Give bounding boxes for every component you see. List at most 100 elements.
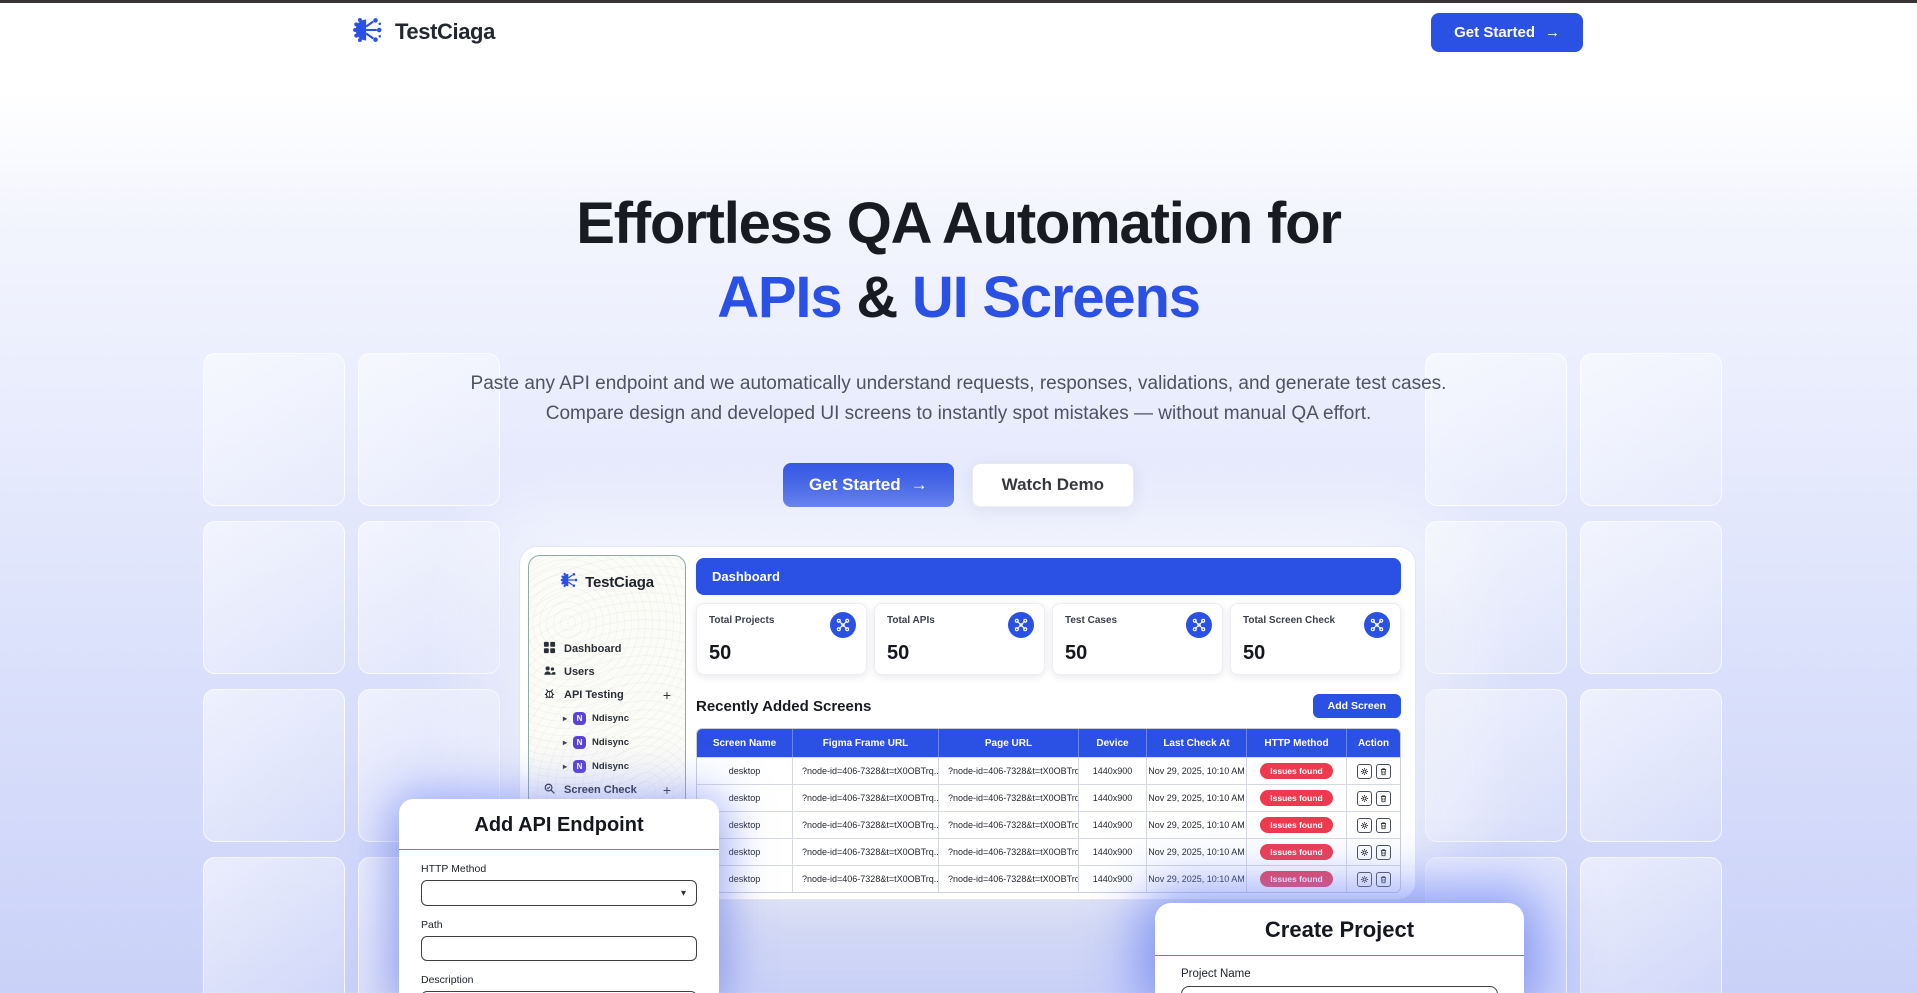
bg-tile [1425,689,1567,842]
add-api-project-button[interactable]: + [662,686,671,703]
trash-icon [1380,875,1386,883]
watch-demo-button[interactable]: Watch Demo [971,463,1134,508]
cell-device: 1440x900 [1079,865,1147,892]
project-badge: N [573,711,587,725]
cell-http-method: Issues found [1247,757,1347,784]
navbar: TestCiaga Get Started → [0,3,1917,61]
stats-row: Total Projects 50 Total APIs 50 Test Cas [696,603,1401,675]
settings-button[interactable] [1356,871,1372,887]
divider [399,849,719,850]
delete-button[interactable] [1375,763,1391,779]
hero-title: Effortless QA Automation for APIs & UI S… [0,187,1917,335]
caret-right-icon: ▸ [563,761,568,771]
screens-section-header: Recently Added Screens Add Screen [696,694,1401,718]
project-name: Ndisync [592,736,629,748]
delete-button[interactable] [1375,790,1391,806]
navbar-brand[interactable]: TestCiaga [352,13,495,52]
stat-label: Total Screen Check [1243,615,1336,626]
issues-found-badge: Issues found [1260,871,1333,887]
sidebar-item-dashboard[interactable]: Dashboard [539,637,675,660]
cell-http-method: Issues found [1247,838,1347,865]
network-nodes-icon [1186,612,1212,638]
cell-last-check-at: Nov 29, 2025, 10:10 AM [1147,757,1247,784]
dashboard-brand: TestCiaga [539,570,675,595]
sidebar-item-api-testing[interactable]: API Testing + [539,683,675,706]
table-column-header: Last Check At [1147,729,1247,757]
create-project-modal: Create Project Project Name [1155,903,1524,993]
table-row: desktop ?node-id=406-7328&t=tX0OBTrq... … [697,865,1400,892]
stat-value: 50 [1065,642,1088,664]
add-screen-check-button[interactable]: + [662,781,671,798]
stat-card: Test Cases 50 [1052,603,1223,675]
delete-button[interactable] [1375,817,1391,833]
cell-page-url: ?node-id=406-7328&t=tX0OBTrq... [939,811,1079,838]
hero-get-started-button[interactable]: Get Started → [783,463,954,508]
hero-title-line1: Effortless QA Automation for [576,191,1342,256]
cell-last-check-at: Nov 29, 2025, 10:10 AM [1147,865,1247,892]
bg-tile [1580,857,1722,993]
stat-label: Total Projects [709,615,775,626]
table-row: desktop ?node-id=406-7328&t=tX0OBTrq... … [697,811,1400,838]
cell-http-method: Issues found [1247,784,1347,811]
caret-right-icon: ▸ [563,737,568,747]
issues-found-badge: Issues found [1260,763,1333,779]
settings-button[interactable] [1356,763,1372,779]
sidebar-project-item[interactable]: ▸ N Ndisync [539,706,675,730]
table-row: desktop ?node-id=406-7328&t=tX0OBTrq... … [697,757,1400,784]
issues-found-badge: Issues found [1260,817,1333,833]
nav-get-started-button[interactable]: Get Started → [1431,12,1583,52]
gear-icon [1360,794,1368,802]
trash-icon [1380,767,1386,775]
bg-tile [358,353,500,506]
stat-card: Total Screen Check 50 [1230,603,1401,675]
http-method-select[interactable]: ▾ [421,880,697,906]
sidebar-item-users[interactable]: Users [539,660,675,683]
sidebar-item-screen-check[interactable]: Screen Check + [539,778,675,801]
stat-value: 50 [1243,642,1266,664]
project-name: Ndisync [592,712,629,724]
cell-http-method: Issues found [1247,865,1347,892]
network-nodes-icon [1008,612,1034,638]
sidebar-project-item[interactable]: ▸ N Ndisync [539,754,675,778]
project-badge: N [573,759,587,773]
delete-button[interactable] [1375,844,1391,860]
screens-table: Screen Name Figma Frame URL Page URL Device… [696,728,1401,893]
settings-button[interactable] [1356,817,1372,833]
cell-last-check-at: Nov 29, 2025, 10:10 AM [1147,784,1247,811]
bg-tile [203,521,345,674]
table-column-header: Page URL [939,729,1079,757]
bg-tile [1580,353,1722,506]
screens-section-title: Recently Added Screens [696,697,872,715]
path-input[interactable] [421,936,697,961]
trash-icon [1380,794,1386,802]
project-name-input[interactable] [1181,986,1498,993]
cell-figma-frame-url: ?node-id=406-7328&t=tX0OBTrq... [793,784,939,811]
bg-tile [358,521,500,674]
dashboard-main: Dashboard Total Projects 50 Total APIs 5… [696,558,1401,893]
cell-device: 1440x900 [1079,811,1147,838]
brand-name: TestCiaga [395,19,495,44]
gear-icon [1360,875,1368,883]
settings-button[interactable] [1356,844,1372,860]
delete-button[interactable] [1375,871,1391,887]
settings-button[interactable] [1356,790,1372,806]
divider [1155,955,1524,956]
arrow-right-icon: → [1545,23,1560,41]
network-nodes-icon [1364,612,1390,638]
hero-cta-row: Get Started → Watch Demo [0,463,1917,508]
issues-found-badge: Issues found [1260,790,1333,806]
brand-logo-icon [352,13,386,52]
table-column-header: Device [1079,729,1147,757]
sidebar-project-item[interactable]: ▸ N Ndisync [539,730,675,754]
project-name-label: Project Name [1181,968,1251,980]
network-nodes-icon [830,612,856,638]
screen-check-icon [543,782,556,798]
cell-last-check-at: Nov 29, 2025, 10:10 AM [1147,838,1247,865]
add-screen-button[interactable]: Add Screen [1312,694,1401,718]
dashboard-preview: TestCiaga Dashboard Users API Testing [519,546,1416,900]
sidebar-nav: Dashboard Users API Testing + [539,637,675,801]
arrow-right-icon: → [910,475,928,495]
table-row: desktop ?node-id=406-7328&t=tX0OBTrq... … [697,784,1400,811]
hero-title-line2: APIs & UI Screens [717,265,1201,331]
table-column-header: HTTP Method [1247,729,1347,757]
